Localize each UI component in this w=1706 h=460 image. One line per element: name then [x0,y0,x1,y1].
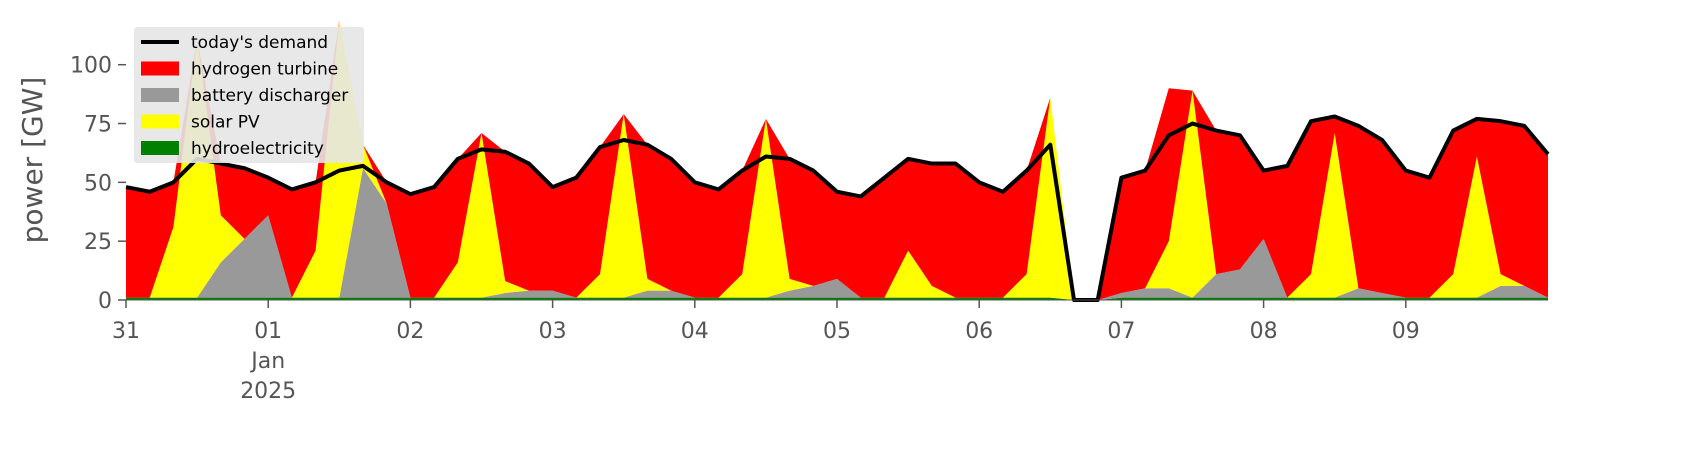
y-tick-label: 50 [84,171,112,196]
legend-label: hydrogen turbine [191,60,338,80]
legend-label: battery discharger [191,86,348,106]
demand-line [125,114,1550,302]
area [126,168,1548,300]
x-tick-label: 04 [681,319,709,344]
area [126,20,1548,300]
legend-label: today's demand [191,33,328,53]
x-tick-sublabel: 2025 [240,379,296,404]
legend-swatch [141,88,179,102]
legend-box [134,27,364,163]
legend-label: solar PV [191,113,260,133]
legend-swatch [141,61,179,76]
area [126,20,1548,300]
legend-swatch [141,141,179,155]
x-tick-label: 02 [396,319,424,344]
x-tick-label: 03 [539,319,567,344]
x-tick-sublabel: Jan [249,349,285,374]
x-tick-label: 09 [1392,319,1420,344]
legend: today's demand hydrogen turbine battery di… [134,27,364,163]
area [126,297,1548,300]
x-tick-label: 01 [254,319,282,344]
y-tick-label: 100 [70,54,112,79]
y-tick-label: 75 [84,113,112,138]
y-tick-label: 0 [98,289,112,314]
x-tick-label: 05 [823,319,851,344]
y-tick-label: 25 [84,230,112,255]
y-axis-label: power [GW] [16,77,49,244]
x-tick-label: 06 [965,319,993,344]
x-tick-label: 08 [1250,319,1278,344]
legend-swatch [141,114,179,129]
x-tick-label: 31 [112,319,140,344]
x-tick-label: 07 [1107,319,1135,344]
legend-label: hydroelectricity [191,139,324,159]
